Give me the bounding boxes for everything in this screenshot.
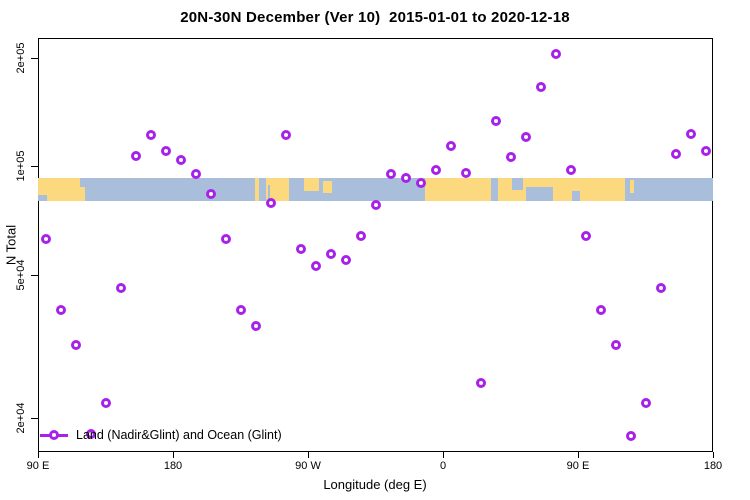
data-point (400, 172, 411, 183)
land-ocean-map-strip (38, 178, 713, 201)
x-tick-mark (173, 452, 174, 458)
data-point (670, 149, 681, 160)
land-segment (323, 181, 332, 193)
data-point (610, 339, 621, 350)
data-point (340, 254, 351, 265)
ocean-patch (267, 184, 271, 201)
land-segment (629, 180, 635, 193)
data-point (190, 169, 201, 180)
chart-title: 20N-30N December (Ver 10) 2015-01-01 to … (180, 9, 570, 26)
ocean-patch (491, 178, 498, 201)
y-tick-label: 2e+04 (15, 402, 27, 434)
y-tick-mark (31, 418, 38, 419)
data-point (85, 429, 96, 440)
y-tick-mark (31, 166, 38, 168)
ocean-patch (526, 187, 553, 201)
x-tick-label: 180 (163, 460, 183, 472)
x-tick-label: 90 E (26, 460, 50, 472)
data-point (220, 233, 231, 244)
plot-area (38, 38, 713, 452)
x-tick-label: 90 W (295, 460, 321, 472)
data-point (640, 398, 651, 409)
data-point (115, 282, 126, 293)
y-tick-label: 2e+05 (15, 42, 27, 74)
data-point (565, 164, 576, 175)
land-segment (266, 178, 289, 201)
data-point (370, 200, 381, 211)
data-point (70, 339, 81, 350)
ocean-patch (512, 178, 523, 190)
data-point (40, 233, 51, 244)
data-point (145, 130, 156, 141)
data-point (595, 304, 606, 315)
data-point (250, 321, 261, 332)
y-tick-label: 1e+05 (15, 150, 27, 182)
data-point (415, 177, 426, 188)
data-point (580, 231, 591, 242)
data-point (520, 131, 531, 142)
data-point (235, 304, 246, 315)
data-point (280, 130, 291, 141)
x-tick-mark (713, 452, 714, 458)
land-segment (255, 178, 260, 201)
data-point (385, 169, 396, 180)
y-tick-label: 5e+04 (15, 259, 27, 291)
data-point (625, 431, 636, 442)
data-point (310, 260, 321, 271)
data-point (55, 304, 66, 315)
ocean-patch (80, 178, 86, 188)
x-axis-title: Longitude (deg E) (323, 477, 427, 492)
data-point (550, 49, 561, 60)
data-point (460, 167, 471, 178)
data-point (505, 152, 516, 163)
data-point (130, 150, 141, 161)
x-tick-label: 0 (439, 460, 447, 472)
data-point (490, 115, 501, 126)
data-point (535, 82, 546, 93)
data-point (265, 198, 276, 209)
ocean-patch (572, 190, 580, 201)
data-point (175, 155, 186, 166)
x-tick-mark (443, 452, 444, 458)
data-point (700, 146, 711, 157)
data-point (445, 140, 456, 151)
x-tick-mark (308, 452, 309, 458)
data-point (160, 146, 171, 157)
legend-point-marker (49, 430, 59, 440)
land-segment (38, 178, 86, 201)
data-point (295, 243, 306, 254)
ocean-patch (38, 194, 47, 201)
x-tick-label: 90 E (566, 460, 590, 472)
legend-label: Land (Nadir&Glint) and Ocean (Glint) (76, 428, 282, 442)
data-point (475, 378, 486, 389)
x-tick-mark (578, 452, 579, 458)
data-point (355, 231, 366, 242)
y-tick-mark (31, 274, 38, 276)
land-segment (303, 178, 319, 191)
data-point (655, 282, 666, 293)
x-tick-label: 180 (703, 460, 723, 472)
data-point (205, 188, 216, 199)
data-point (100, 398, 111, 409)
y-tick-mark (31, 58, 38, 59)
data-point (325, 249, 336, 260)
data-point (430, 164, 441, 175)
data-point (685, 129, 696, 139)
x-tick-mark (38, 452, 39, 458)
land-segment (425, 178, 626, 201)
